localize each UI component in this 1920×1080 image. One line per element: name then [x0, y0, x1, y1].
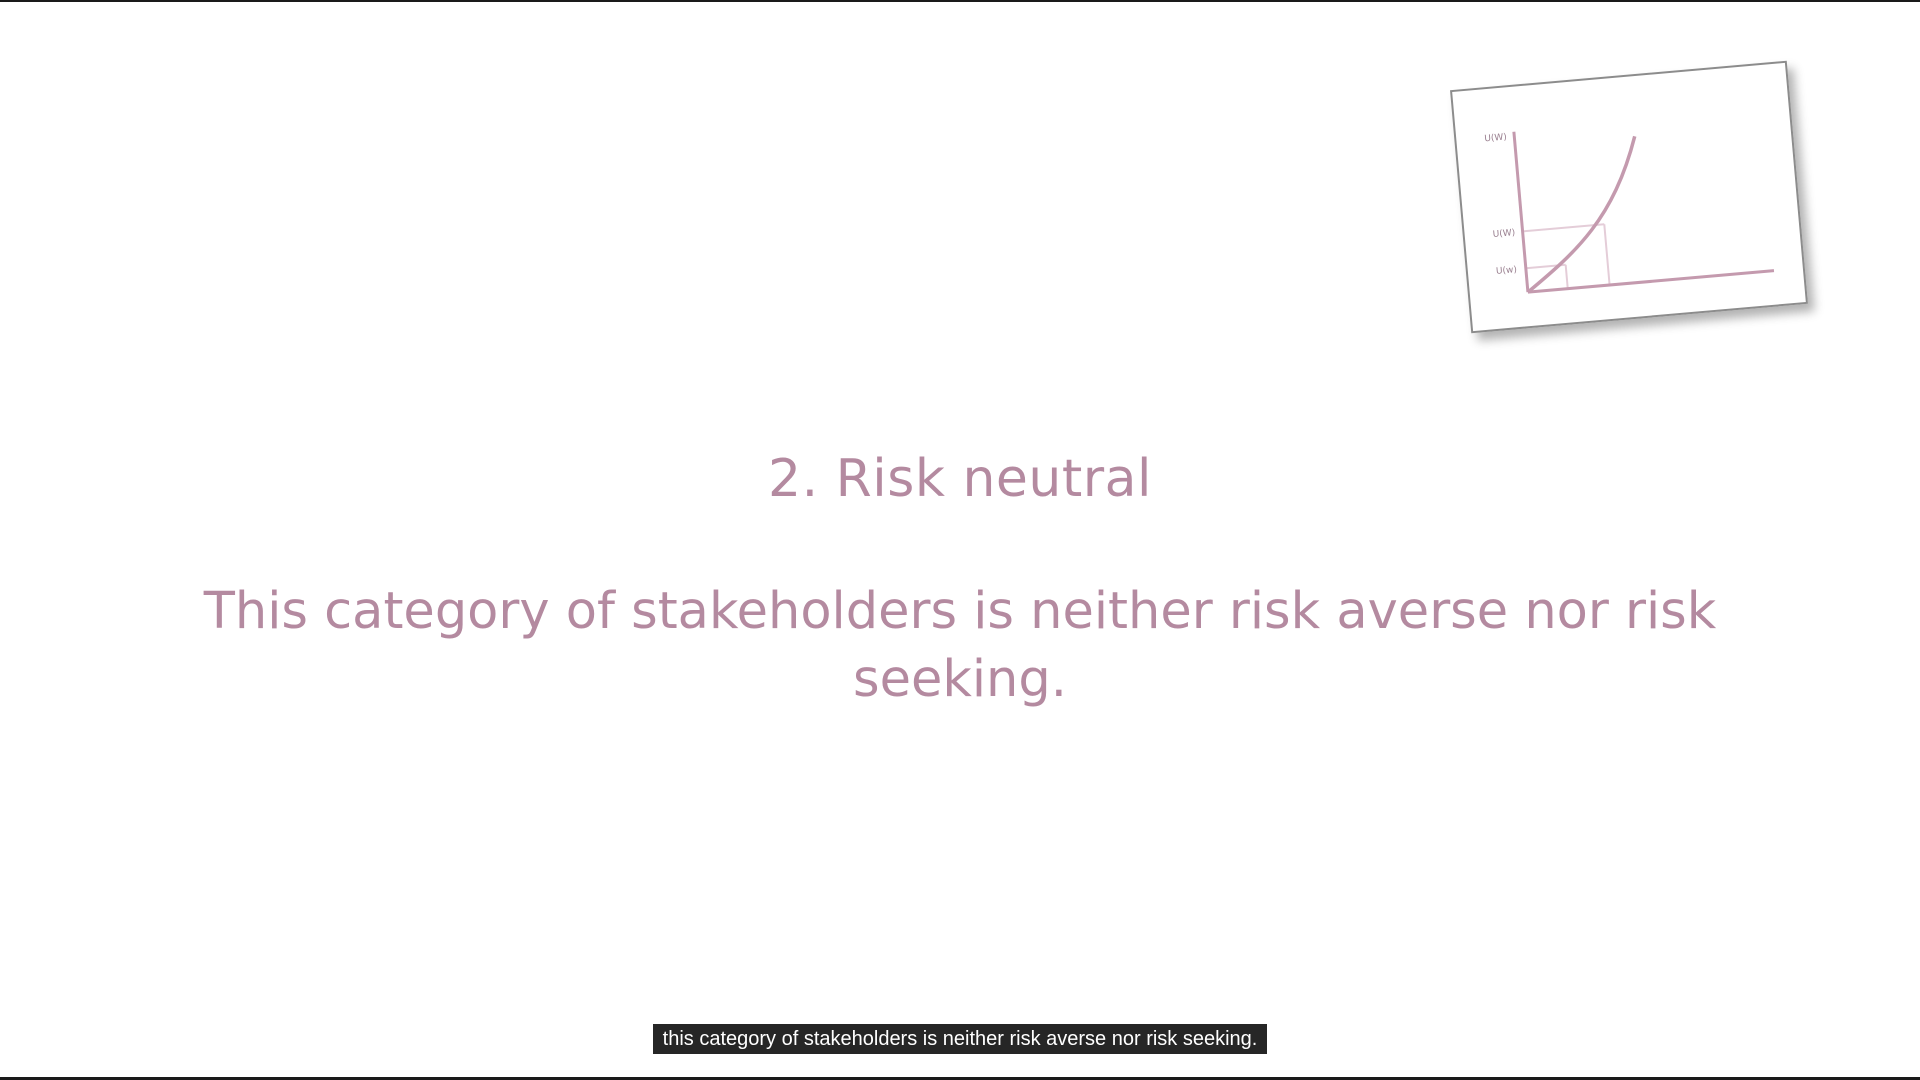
utility-curve-chart-icon: U(W) U(W) U(w)	[1450, 60, 1808, 334]
top-border	[0, 0, 1920, 2]
thumbnail-x-axis	[1527, 269, 1775, 294]
caption-area: this category of stakeholders is neither…	[0, 1024, 1920, 1054]
utility-curve-svg: U(W) U(W) U(w)	[1484, 131, 1775, 294]
thumbnail-curve	[1526, 135, 1637, 294]
thumbnail-label-mid: U(W)	[1492, 228, 1515, 240]
slide-title: 2. Risk neutral	[768, 449, 1152, 509]
slide-body-text: This category of stakeholders is neither…	[203, 582, 1717, 709]
thumbnail-label-top: U(W)	[1484, 132, 1507, 144]
bottom-border	[0, 1077, 1920, 1080]
subtitle-caption: this category of stakeholders is neither…	[652, 1024, 1268, 1054]
thumbnail-y-axis	[1512, 131, 1530, 293]
thumbnail-label-low: U(w)	[1496, 265, 1518, 277]
